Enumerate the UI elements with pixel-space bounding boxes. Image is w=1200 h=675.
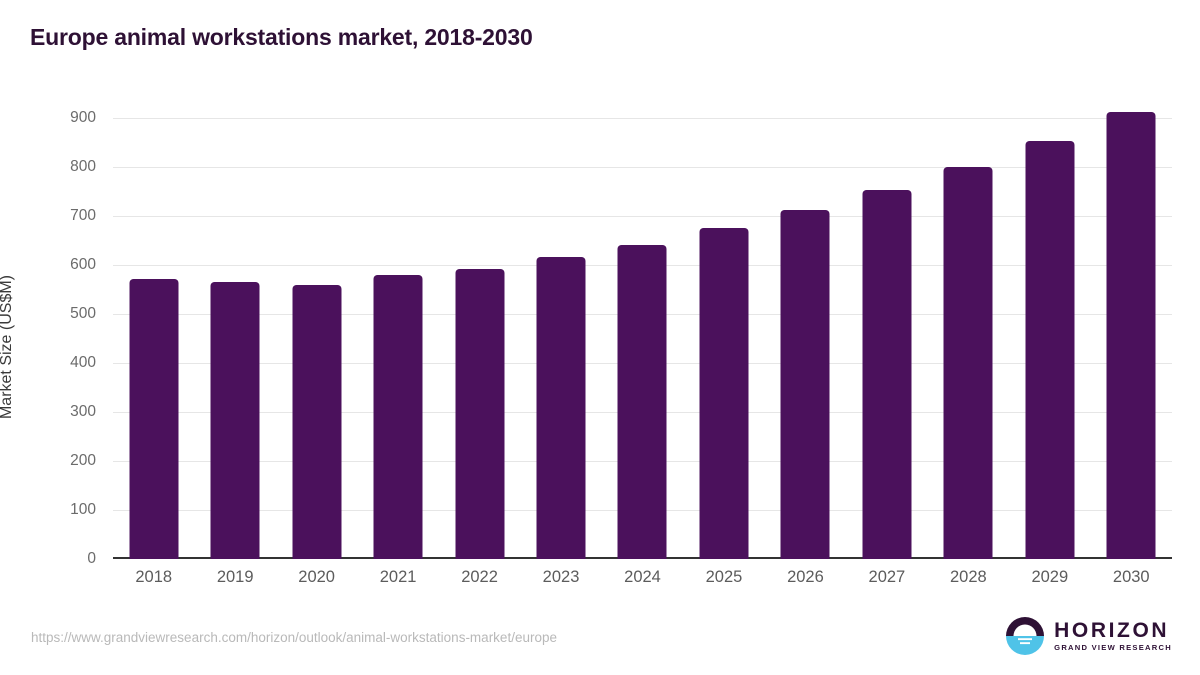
bar-slot xyxy=(357,118,438,559)
x-axis-tick-label: 2025 xyxy=(705,568,743,586)
bar[interactable] xyxy=(292,284,342,559)
bar-slot xyxy=(846,118,927,559)
x-axis-tick-label: 2028 xyxy=(949,568,987,586)
gridline xyxy=(113,167,1172,168)
y-axis-tick-label: 900 xyxy=(70,109,96,126)
source-url[interactable]: https://www.grandviewresearch.com/horizo… xyxy=(31,630,557,645)
gridline xyxy=(113,216,1172,217)
bar[interactable] xyxy=(455,268,505,559)
bar[interactable] xyxy=(862,189,912,559)
y-axis-tick-label: 100 xyxy=(70,501,96,518)
horizon-logo-icon xyxy=(1006,617,1045,655)
x-axis-tick-label: 2024 xyxy=(624,568,661,586)
y-axis-tick-label: 500 xyxy=(70,305,96,322)
bar-slot xyxy=(113,118,194,559)
x-axis-tick-label: 2022 xyxy=(461,568,498,586)
bar[interactable] xyxy=(536,256,586,559)
x-axis-tick-label: 2021 xyxy=(379,568,417,586)
y-axis-tick-label: 0 xyxy=(87,550,96,567)
x-axis-tick-label: 2030 xyxy=(1112,568,1150,586)
bar-slot xyxy=(683,118,764,559)
x-axis-tick-label: 2029 xyxy=(1031,568,1069,586)
y-axis-label: Market Size (US$M) xyxy=(0,274,15,420)
x-axis-tick-label: 2023 xyxy=(542,568,580,586)
x-axis-tick-label: 2026 xyxy=(787,568,824,586)
bar-slot xyxy=(194,118,275,559)
bar-slot xyxy=(602,118,683,559)
x-axis-tick-label: 2019 xyxy=(216,568,254,586)
bar[interactable] xyxy=(129,279,179,559)
bar-slot xyxy=(765,118,846,559)
logo-subtitle: GRAND VIEW RESEARCH xyxy=(1054,643,1172,653)
y-axis-tick-label: 800 xyxy=(70,158,96,175)
gridline xyxy=(113,118,1172,119)
logo-name: HORIZON xyxy=(1054,619,1170,643)
horizon-logo: HORIZON GRAND VIEW RESEARCH xyxy=(1005,616,1172,656)
y-axis-tick-label: 400 xyxy=(70,354,96,371)
y-axis-tick-label: 600 xyxy=(70,256,96,273)
x-axis-tick-label: 2020 xyxy=(298,568,335,586)
y-axis-tick-label: 700 xyxy=(70,207,96,224)
bar[interactable] xyxy=(210,282,260,559)
bar-slot xyxy=(1009,118,1090,559)
x-axis-tick-label: 2027 xyxy=(868,568,906,586)
bar[interactable] xyxy=(780,210,830,559)
logo-text: HORIZON GRAND VIEW RESEARCH xyxy=(1054,620,1172,652)
bar[interactable] xyxy=(1025,140,1075,559)
y-axis-tick-label: 300 xyxy=(70,403,96,420)
bar[interactable] xyxy=(617,244,667,559)
bar[interactable] xyxy=(373,275,423,559)
bar-slot xyxy=(928,118,1009,559)
y-axis-tick-label: 200 xyxy=(70,452,96,469)
bar[interactable] xyxy=(699,228,749,559)
bar-slot xyxy=(276,118,357,559)
page-title: Europe animal workstations market, 2018-… xyxy=(30,24,533,50)
bar[interactable] xyxy=(943,166,993,559)
bar-slot xyxy=(1091,111,1172,559)
bar-series xyxy=(113,111,1172,559)
bar[interactable] xyxy=(1106,111,1156,559)
bar-slot xyxy=(439,118,520,559)
x-axis-tick-label: 2018 xyxy=(135,568,173,586)
bar-slot xyxy=(520,118,601,559)
